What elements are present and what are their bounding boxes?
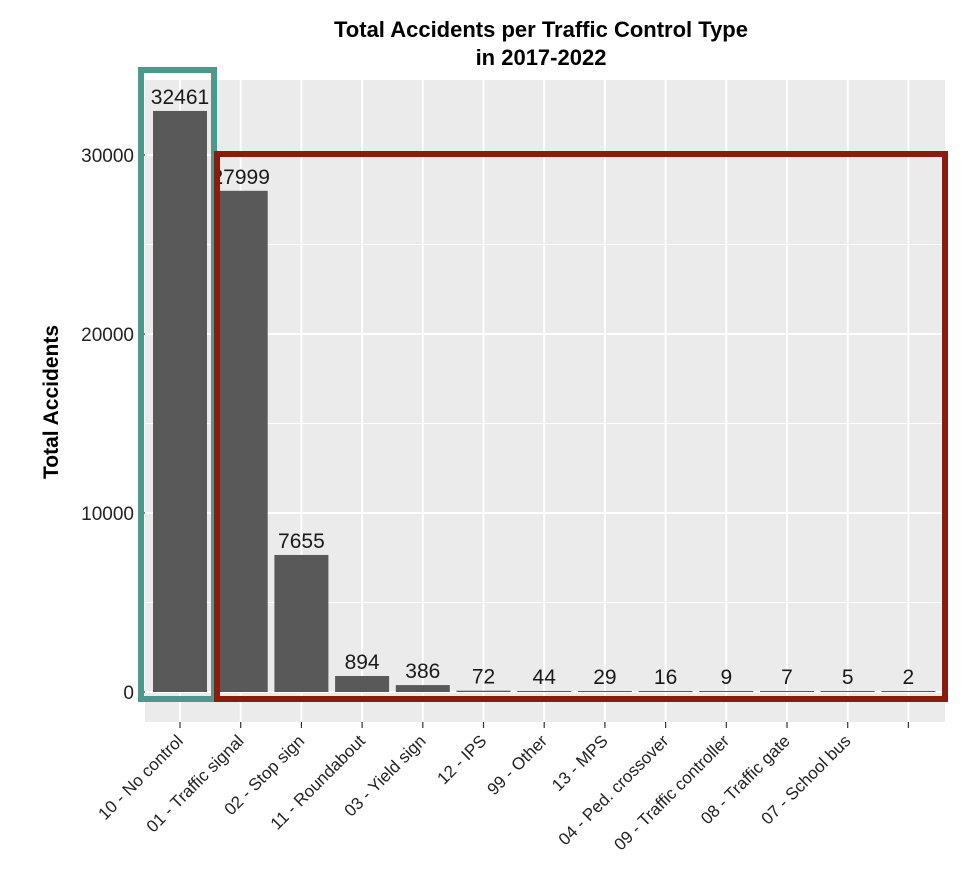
bar <box>517 691 572 692</box>
x-tick-label: 13 - MPS <box>548 731 612 795</box>
data-labels: 32461 27999 7655 894 386 72 44 29 16 9 7 5 2 <box>151 86 914 689</box>
x-tick-label: 12 - IPS <box>433 731 490 788</box>
bar <box>456 690 511 692</box>
x-tick-label: 04 - Ped. crossover <box>555 731 673 849</box>
data-label: 2 <box>903 666 915 689</box>
data-label: 386 <box>405 660 440 683</box>
x-tick-label: 09 - Traffic controller <box>610 731 733 854</box>
data-label: 16 <box>654 666 677 689</box>
data-label: 9 <box>720 666 732 689</box>
x-tick-label: 99 - Other <box>483 731 551 799</box>
highlight-boxes <box>138 67 948 702</box>
bar <box>760 691 814 692</box>
bar <box>213 190 268 692</box>
bar <box>820 691 875 692</box>
data-label: 29 <box>593 666 616 689</box>
chart-title-line-2: in 2017-2022 <box>476 45 607 70</box>
data-label: 894 <box>345 651 380 674</box>
data-label: 27999 <box>211 166 269 189</box>
data-label: 44 <box>533 666 557 689</box>
data-label: 7 <box>781 666 793 689</box>
bar <box>274 554 329 692</box>
bar <box>335 675 390 692</box>
bar <box>577 691 632 692</box>
y-axis-label: Total Accidents <box>40 325 63 479</box>
bar <box>699 691 754 692</box>
bars <box>153 110 936 692</box>
bar <box>638 691 693 692</box>
data-label: 7655 <box>278 530 325 553</box>
bar <box>395 685 450 692</box>
highlight-box-others <box>214 151 948 702</box>
y-tick-label: 10000 <box>81 504 134 525</box>
bar <box>153 110 207 692</box>
data-label: 5 <box>842 666 854 689</box>
y-tick-label: 0 <box>123 683 134 704</box>
y-tick-label: 20000 <box>81 325 134 346</box>
data-label: 72 <box>472 666 495 689</box>
y-tick-label: 30000 <box>81 146 134 167</box>
y-axis-ticks: 0 10000 20000 30000 <box>81 146 145 704</box>
bar <box>881 691 936 692</box>
data-label: 32461 <box>151 86 209 109</box>
chart-title-line-1: Total Accidents per Traffic Control Type <box>334 17 748 42</box>
